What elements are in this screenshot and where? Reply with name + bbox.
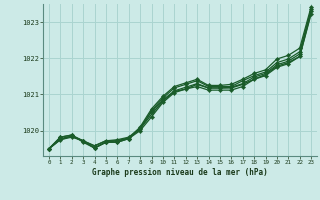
X-axis label: Graphe pression niveau de la mer (hPa): Graphe pression niveau de la mer (hPa) [92, 168, 268, 177]
